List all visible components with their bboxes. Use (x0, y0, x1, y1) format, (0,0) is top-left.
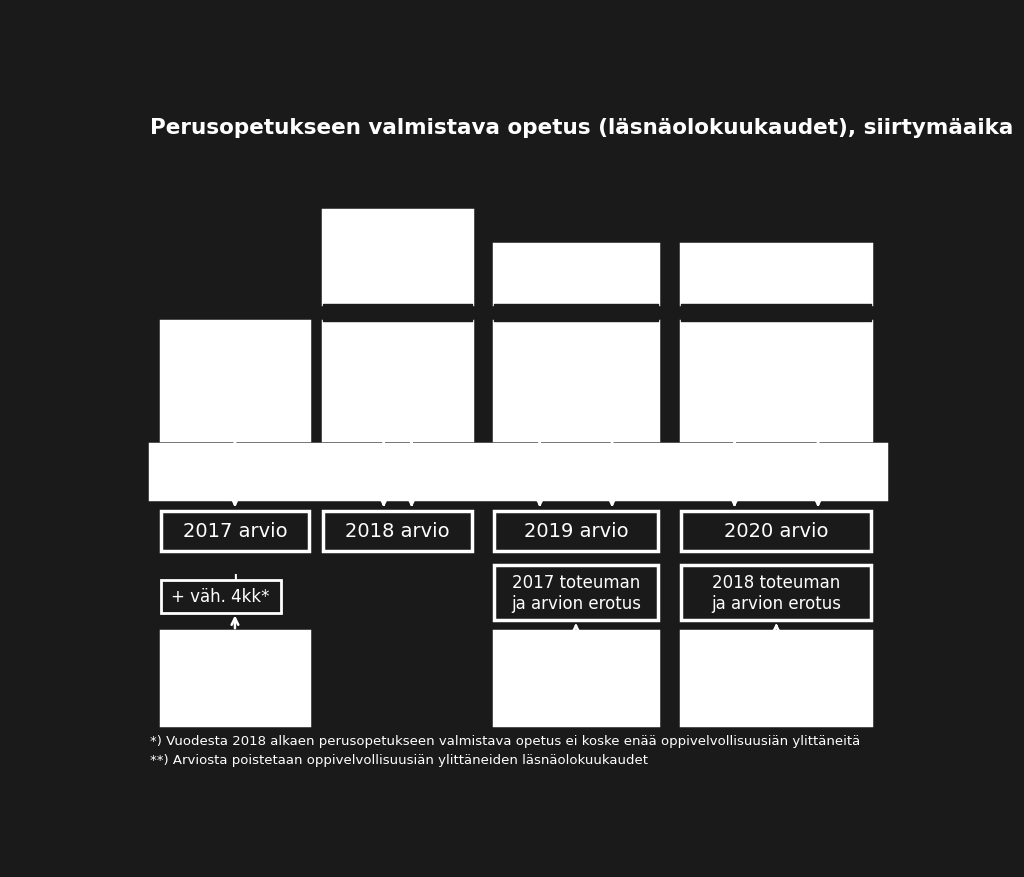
Bar (161, 321, 309, 440)
Text: +: + (566, 570, 586, 594)
Text: +: + (225, 570, 245, 594)
Bar (494, 631, 658, 725)
Text: **) Arviosta poistetaan oppivelvollisuusiän ylittäneiden läsnäolokuukaudet: **) Arviosta poistetaan oppivelvollisuus… (150, 752, 648, 766)
Bar (161, 511, 309, 552)
Bar (681, 321, 871, 440)
Bar (150, 445, 886, 500)
Text: 2017 toteuman
ja arvion erotus: 2017 toteuman ja arvion erotus (511, 574, 641, 612)
Text: Perusopetukseen valmistava opetus (läsnäolokuukaudet), siirtymäaika: Perusopetukseen valmistava opetus (läsnä… (150, 118, 1013, 138)
Bar (494, 511, 658, 552)
Text: 2019 arvio: 2019 arvio (523, 522, 629, 541)
Text: 2020 arvio: 2020 arvio (724, 522, 828, 541)
Bar (494, 565, 658, 621)
Bar (494, 321, 658, 440)
Bar (161, 631, 309, 725)
Bar (681, 245, 871, 304)
Bar (494, 245, 658, 304)
Bar (324, 511, 472, 552)
Text: 2018 toteuman
ja arvion erotus: 2018 toteuman ja arvion erotus (712, 574, 842, 612)
Text: + väh. 4kk*: + väh. 4kk* (171, 588, 270, 606)
Text: 2018 arvio: 2018 arvio (345, 522, 450, 541)
Text: 2017 arvio: 2017 arvio (182, 522, 288, 541)
Text: *) Vuodesta 2018 alkaen perusopetukseen valmistava opetus ei koske enää oppivelv: *) Vuodesta 2018 alkaen perusopetukseen … (150, 734, 860, 747)
Text: +: + (766, 570, 786, 594)
Bar (324, 321, 472, 440)
Bar (681, 631, 871, 725)
Bar (161, 581, 281, 613)
Bar (324, 210, 472, 304)
Bar (681, 511, 871, 552)
Bar (681, 565, 871, 621)
